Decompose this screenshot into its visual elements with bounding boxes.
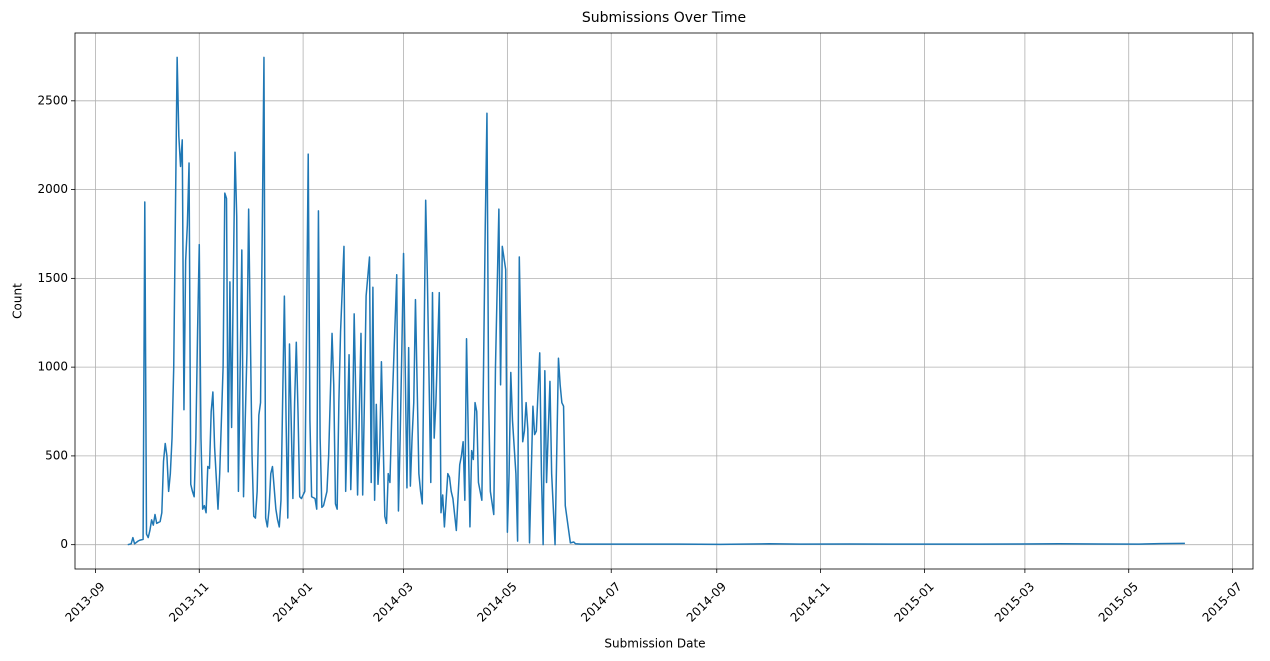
x-tick-label: 2015-03 [992,579,1037,624]
x-tick-label: 2015-05 [1096,579,1141,624]
y-axis-label: Count [11,283,25,319]
y-tick-label: 0 [60,537,68,551]
x-tick-label: 2014-11 [788,579,833,624]
x-tick-label: 2013-11 [166,579,211,624]
x-axis-label: Submission Date [604,637,705,651]
y-tick-label: 1500 [37,271,68,285]
y-tick-label: 500 [45,448,68,462]
x-tick-label: 2014-09 [684,579,729,624]
plot-frame [74,32,1254,570]
y-tick-label: 1000 [37,360,68,374]
x-tick-label: 2014-05 [474,579,519,624]
chart-title: Submissions Over Time [582,10,746,26]
x-tick-label: 2015-07 [1200,579,1245,624]
y-tick-label: 2500 [37,93,68,107]
x-tick-label: 2014-01 [270,579,315,624]
x-tick-label: 2014-07 [578,579,623,624]
x-tick-label: 2014-03 [371,579,416,624]
x-tick-label: 2013-09 [62,579,107,624]
data-line [127,56,1185,546]
x-tick-label: 2015-01 [891,579,936,624]
y-tick-label: 2000 [37,182,68,196]
